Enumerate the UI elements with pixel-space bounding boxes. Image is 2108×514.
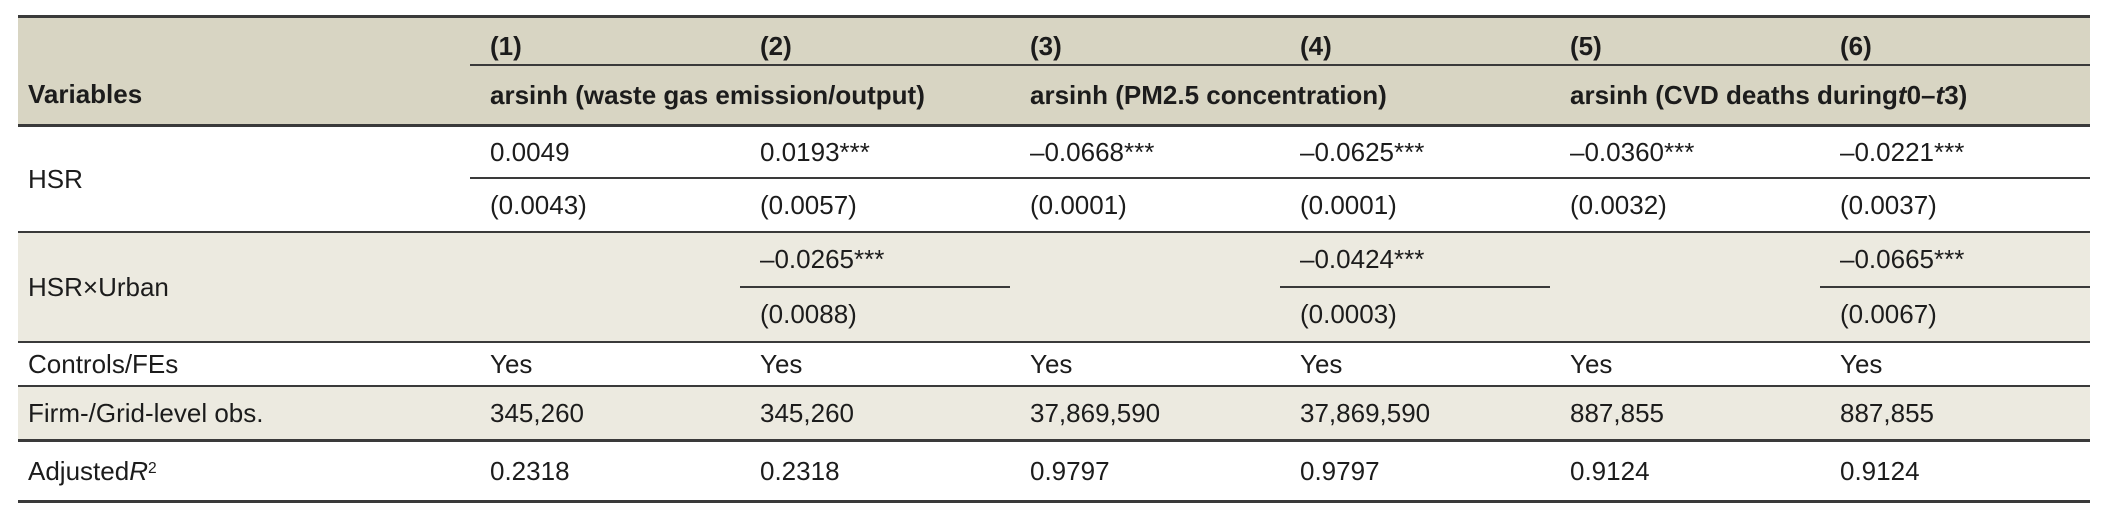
row-label-hsr: HSR [28,163,83,194]
hsr-se-4: (0.0001) [1300,189,1397,220]
hsr-se-1: (0.0043) [490,189,587,220]
controls-value-4: Yes [1300,348,1343,379]
hsr-se-2: (0.0057) [760,189,857,220]
variables-header: Variables [28,78,143,109]
table-header: (1) (2) (3) (4) (5) (6) Variables arsinh… [18,18,2090,127]
regression-table: (1) (2) (3) (4) (5) (6) Variables arsinh… [18,15,2090,503]
hsr-coef-1: 0.0049 [470,127,740,179]
hsr-urban-coef-5 [1550,233,1820,288]
obs-value-6: 887,855 [1840,397,1934,428]
hsr-urban-se-2: (0.0088) [760,299,857,329]
obs-value-2: 345,260 [760,397,854,428]
obs-value-4: 37,869,590 [1300,397,1431,428]
row-label-observations: Firm-/Grid-level obs. [28,397,264,428]
adj-r2-value-3: 0.9797 [1030,455,1110,486]
obs-value-1: 345,260 [490,397,584,428]
observations-row: Firm-/Grid-level obs. 345,260 345,260 37… [18,387,2090,442]
hsr-urban-se-1 [470,288,740,341]
column-header-4: (4) [1300,31,1332,61]
adj-r2-value-2: 0.2318 [760,455,840,486]
hsr-urban-row-group: HSR×Urban –0.0265*** –0.0424*** –0.0665*… [18,233,2090,343]
controls-value-3: Yes [1030,348,1073,379]
hsr-urban-coef-6: –0.0665*** [1820,233,2090,288]
adj-r2-value-4: 0.9797 [1300,455,1380,486]
hsr-se-3: (0.0001) [1030,189,1127,220]
hsr-coef-4: –0.0625*** [1280,127,1550,179]
header-spacer [18,18,470,64]
controls-value-6: Yes [1840,348,1883,379]
column-header-2: (2) [760,31,792,61]
hsr-urban-se-3 [1010,288,1280,341]
adj-r2-value-1: 0.2318 [490,455,570,486]
depvar-group-cvd-deaths: arsinh (CVD deaths during t 0– t 3) [1550,64,2090,124]
depvar-group-pm25: arsinh (PM2.5 concentration) [1010,64,1550,124]
hsr-coef-3: –0.0668*** [1010,127,1280,179]
row-label-hsr-urban: HSR×Urban [28,271,169,302]
hsr-se-6: (0.0037) [1840,189,1937,220]
obs-value-5: 887,855 [1570,397,1664,428]
column-number-row: (1) (2) (3) (4) (5) (6) [18,18,2090,64]
row-label-controls: Controls/FEs [28,348,179,379]
hsr-urban-coef-2: –0.0265*** [740,233,1010,288]
controls-value-1: Yes [490,348,533,379]
hsr-urban-coef-1 [470,233,740,288]
dependent-variable-row: Variables arsinh (waste gas emission/out… [18,64,2090,124]
controls-value-2: Yes [760,348,803,379]
hsr-urban-se-4: (0.0003) [1300,299,1397,329]
column-header-5: (5) [1570,31,1602,61]
adj-r2-value-5: 0.9124 [1570,455,1650,486]
adj-r2-value-6: 0.9124 [1840,455,1920,486]
column-header-6: (6) [1840,31,1872,61]
depvar-group-waste-gas: arsinh (waste gas emission/output) [470,64,1010,124]
hsr-urban-se-5 [1550,288,1820,341]
obs-value-3: 37,869,590 [1030,397,1161,428]
hsr-se-5: (0.0032) [1570,189,1667,220]
column-header-3: (3) [1030,31,1062,61]
hsr-urban-se-6: (0.0067) [1840,299,1937,329]
hsr-coef-6: –0.0221*** [1820,127,2090,179]
hsr-row-group: HSR 0.0049 0.0193*** –0.0668*** –0.0625*… [18,127,2090,233]
hsr-coef-5: –0.0360*** [1550,127,1820,179]
hsr-coef-2: 0.0193*** [740,127,1010,179]
hsr-urban-coef-4: –0.0424*** [1280,233,1550,288]
controls-row: Controls/FEs Yes Yes Yes Yes Yes Yes [18,343,2090,387]
hsr-urban-coef-3 [1010,233,1280,288]
controls-value-5: Yes [1570,348,1613,379]
column-header-1: (1) [490,31,522,61]
